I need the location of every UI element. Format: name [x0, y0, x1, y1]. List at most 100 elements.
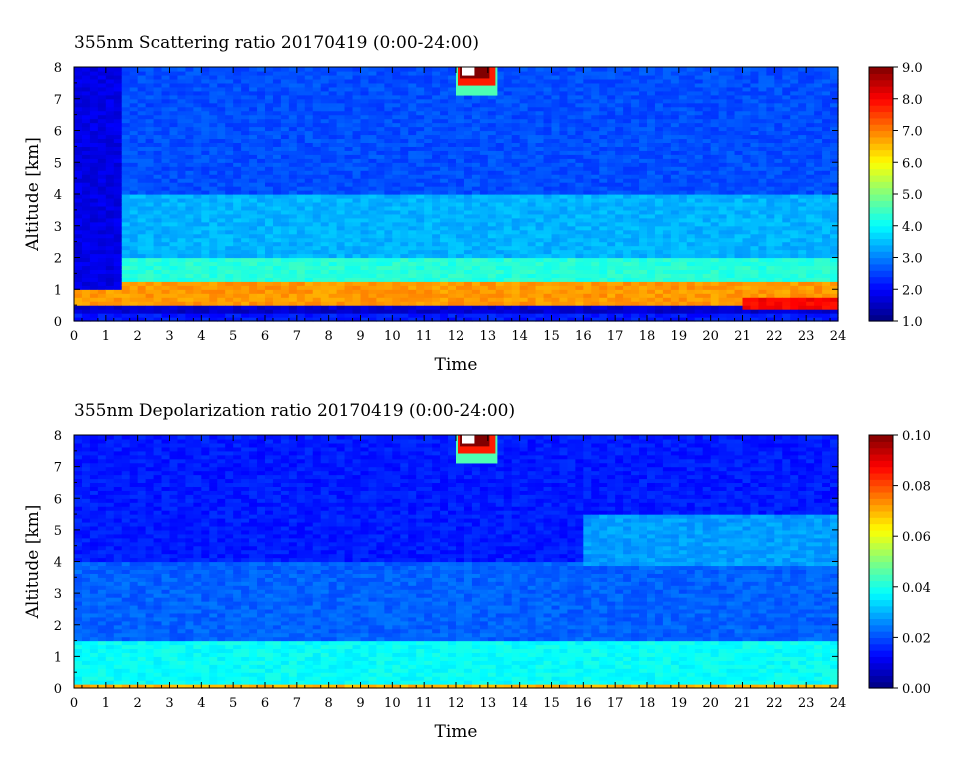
heatmap-cell: [304, 98, 314, 104]
heatmap-cell: [400, 186, 409, 191]
heatmap-cell: [440, 201, 449, 207]
heatmap-cell: [161, 118, 171, 124]
heatmap-cell: [400, 261, 409, 267]
heatmap-cell: [543, 241, 553, 247]
heatmap-cell: [583, 201, 592, 207]
heatmap-cell: [567, 313, 576, 318]
heatmap-cell: [448, 67, 457, 72]
heatmap-cell: [121, 162, 131, 167]
heatmap-cell: [328, 229, 338, 235]
heatmap-cell: [607, 130, 616, 136]
heatmap-cell: [233, 170, 242, 175]
heatmap-cell: [113, 249, 123, 255]
heatmap-cell: [471, 233, 481, 239]
heatmap-cell: [161, 197, 171, 203]
heatmap-cell: [352, 305, 362, 310]
heatmap-cell: [320, 217, 330, 223]
heatmap-cell: [607, 102, 616, 108]
heatmap-cell: [647, 94, 656, 100]
heatmap-cell: [153, 285, 163, 290]
heatmap-cell: [424, 146, 433, 151]
heatmap-cell: [296, 114, 306, 120]
heatmap-cell: [670, 70, 680, 76]
heatmap-cell: [193, 158, 202, 163]
heatmap-cell: [400, 249, 409, 255]
heatmap-cell: [121, 241, 131, 247]
heatmap-cell: [432, 146, 441, 151]
heatmap-cell: [535, 249, 545, 255]
heatmap-cell: [265, 205, 274, 211]
heatmap-cell: [121, 118, 131, 124]
heatmap-cell: [360, 70, 370, 76]
heatmap-cell: [654, 162, 664, 167]
heatmap-cell: [559, 102, 569, 108]
heatmap-cell: [448, 225, 457, 231]
heatmap-cell: [265, 197, 274, 203]
heatmap-cell: [678, 70, 688, 76]
heatmap-cell: [487, 190, 497, 195]
heatmap-cell: [272, 257, 282, 263]
heatmap-cell: [272, 126, 282, 132]
heatmap-cell: [639, 178, 648, 183]
heatmap-cell: [352, 205, 362, 211]
heatmap-cell: [161, 162, 171, 167]
heatmap-cell: [137, 70, 147, 76]
heatmap-cell: [631, 186, 640, 191]
heatmap-cell: [678, 150, 688, 155]
heatmap-cell: [662, 106, 672, 112]
heatmap-cell: [344, 114, 354, 120]
heatmap-cell: [81, 166, 91, 171]
heatmap-cell: [272, 170, 282, 175]
heatmap-cell: [456, 233, 465, 239]
heatmap-cell: [360, 269, 370, 274]
heatmap-cell: [74, 305, 83, 310]
heatmap-cell: [432, 126, 441, 132]
heatmap-cell: [631, 201, 640, 207]
heatmap-cell: [336, 82, 346, 88]
heatmap-cell: [543, 293, 553, 298]
heatmap-cell: [479, 289, 489, 294]
heatmap-cell: [647, 265, 656, 271]
heatmap-cell: [654, 277, 664, 282]
heatmap-cell: [527, 261, 537, 267]
heatmap-cell: [567, 269, 576, 274]
heatmap-cell: [591, 253, 600, 259]
heatmap-cell: [201, 225, 210, 231]
heatmap-cell: [296, 305, 306, 310]
heatmap-cell: [105, 166, 115, 171]
heatmap-cell: [169, 102, 179, 108]
heatmap-cell: [97, 90, 107, 96]
heatmap-cell: [456, 154, 465, 159]
heatmap-cell: [567, 277, 576, 282]
heatmap-cell: [662, 317, 672, 322]
heatmap-cell: [105, 134, 115, 140]
heatmap-cell: [678, 281, 688, 286]
heatmap-cell: [177, 134, 187, 140]
heatmap-cell: [551, 281, 561, 286]
heatmap-cell: [249, 78, 258, 84]
heatmap-cell: [177, 174, 187, 179]
heatmap-cell: [177, 194, 187, 199]
heatmap-cell: [519, 261, 529, 267]
heatmap-cell: [551, 217, 561, 223]
heatmap-cell: [105, 229, 115, 235]
heatmap-cell: [145, 277, 155, 282]
heatmap-cell: [448, 281, 457, 286]
heatmap-cell: [288, 78, 298, 84]
heatmap-cell: [89, 67, 99, 72]
heatmap-cell: [527, 114, 537, 120]
heatmap-cell: [599, 289, 608, 294]
heatmap-cell: [177, 265, 187, 271]
heatmap-cell: [169, 289, 179, 294]
heatmap-cell: [567, 197, 576, 203]
heatmap-cell: [615, 289, 624, 294]
heatmap-cell: [559, 134, 569, 140]
heatmap-cell: [615, 162, 624, 167]
heatmap-cell: [678, 67, 688, 72]
heatmap-cell: [113, 217, 123, 223]
heatmap-cell: [177, 233, 187, 239]
heatmap-cell: [257, 126, 266, 132]
heatmap-cell: [161, 273, 171, 278]
heatmap-cell: [265, 281, 274, 286]
heatmap-cell: [81, 118, 91, 124]
